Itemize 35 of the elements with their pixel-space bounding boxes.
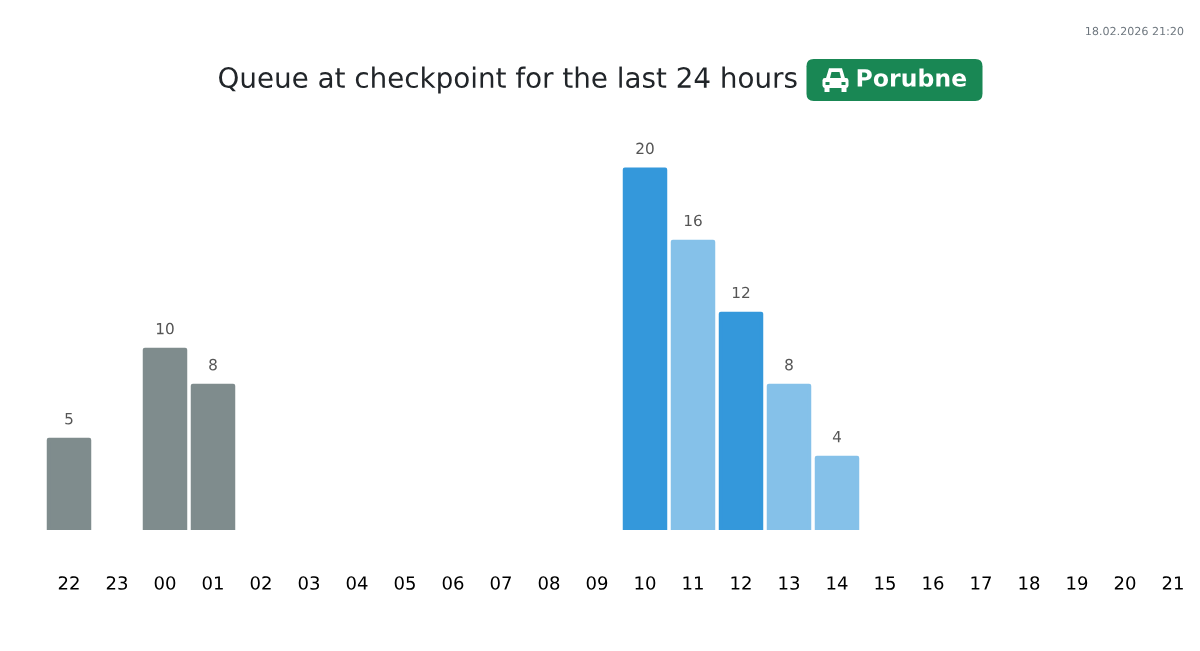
x-tick-label: 05 — [394, 576, 415, 590]
x-tick-label: 08 — [538, 576, 560, 590]
x-tick-label: 23 — [106, 576, 128, 590]
data-label: 12 — [732, 286, 750, 299]
x-tick-label: 06 — [442, 576, 464, 590]
x-tick-label: 16 — [923, 576, 944, 590]
x-tick-label: 21 — [1162, 576, 1183, 590]
x-tick-label: 04 — [346, 576, 368, 590]
x-tick-label: 13 — [779, 576, 800, 590]
x-tick-label: 09 — [586, 576, 608, 590]
x-tick-label: 14 — [827, 576, 848, 590]
x-tick-label: 02 — [250, 576, 271, 590]
data-label: 16 — [684, 214, 702, 227]
x-tick-label: 03 — [298, 576, 320, 590]
chart-title: Queue at checkpoint for the last 24 hours — [219, 66, 797, 94]
chart-subtitle: Porubne — [857, 68, 967, 87]
data-label: 5 — [65, 413, 73, 425]
x-tick-label: 17 — [971, 576, 991, 590]
x-tick-label: 20 — [1114, 576, 1136, 590]
data-label: 20 — [636, 142, 654, 155]
data-label: 8 — [785, 358, 793, 371]
data-label: 8 — [209, 358, 217, 371]
x-tick-label: 07 — [490, 576, 511, 590]
data-label: 4 — [832, 431, 841, 443]
x-tick-label: 00 — [154, 576, 176, 590]
x-tick-label: 10 — [635, 576, 656, 590]
x-tick-label: 11 — [683, 576, 703, 590]
x-tick-label: 15 — [875, 576, 895, 590]
text: 18.02.2026 21:20 — [1086, 26, 1184, 36]
x-tick-label: 22 — [58, 576, 79, 590]
x-tick-label: 19 — [1067, 576, 1088, 590]
x-tick-label: 01 — [202, 576, 223, 590]
data-label: 10 — [156, 322, 174, 335]
x-tick-label: 12 — [731, 576, 751, 590]
x-tick-label: 18 — [1019, 576, 1040, 590]
